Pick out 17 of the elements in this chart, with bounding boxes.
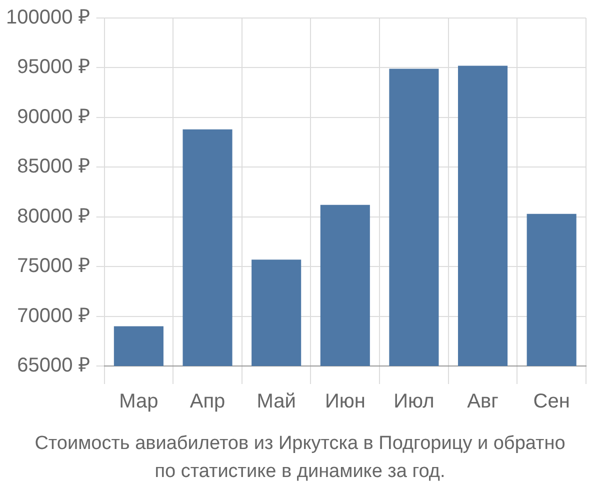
y-tick-label: 80000 ₽ — [17, 205, 90, 228]
text: Стоимость авиабилетов из Иркутска в Подгорицу и обратно — [34, 432, 566, 456]
x-tick-label: Май — [256, 390, 296, 413]
y-tick-label: 75000 ₽ — [17, 255, 90, 278]
x-tick-label: Апр — [190, 390, 226, 413]
x-tick-label: Июн — [324, 390, 366, 413]
y-tick-label: 90000 ₽ — [17, 106, 90, 128]
y-tick-label: 65000 ₽ — [17, 354, 90, 377]
x-tick-label: Авг — [467, 390, 498, 413]
x-tick-label: Июл — [394, 390, 434, 413]
y-tick-label: 70000 ₽ — [17, 304, 90, 327]
y-tick-label: 85000 ₽ — [17, 156, 90, 178]
x-tick-label: Мар — [119, 390, 158, 413]
y-tick-label: 95000 ₽ — [17, 56, 90, 78]
x-tick-label: Сен — [533, 390, 570, 413]
y-tick-label: 100000 ₽ — [6, 6, 90, 29]
text: по статистике в динамике за год. — [154, 460, 446, 484]
